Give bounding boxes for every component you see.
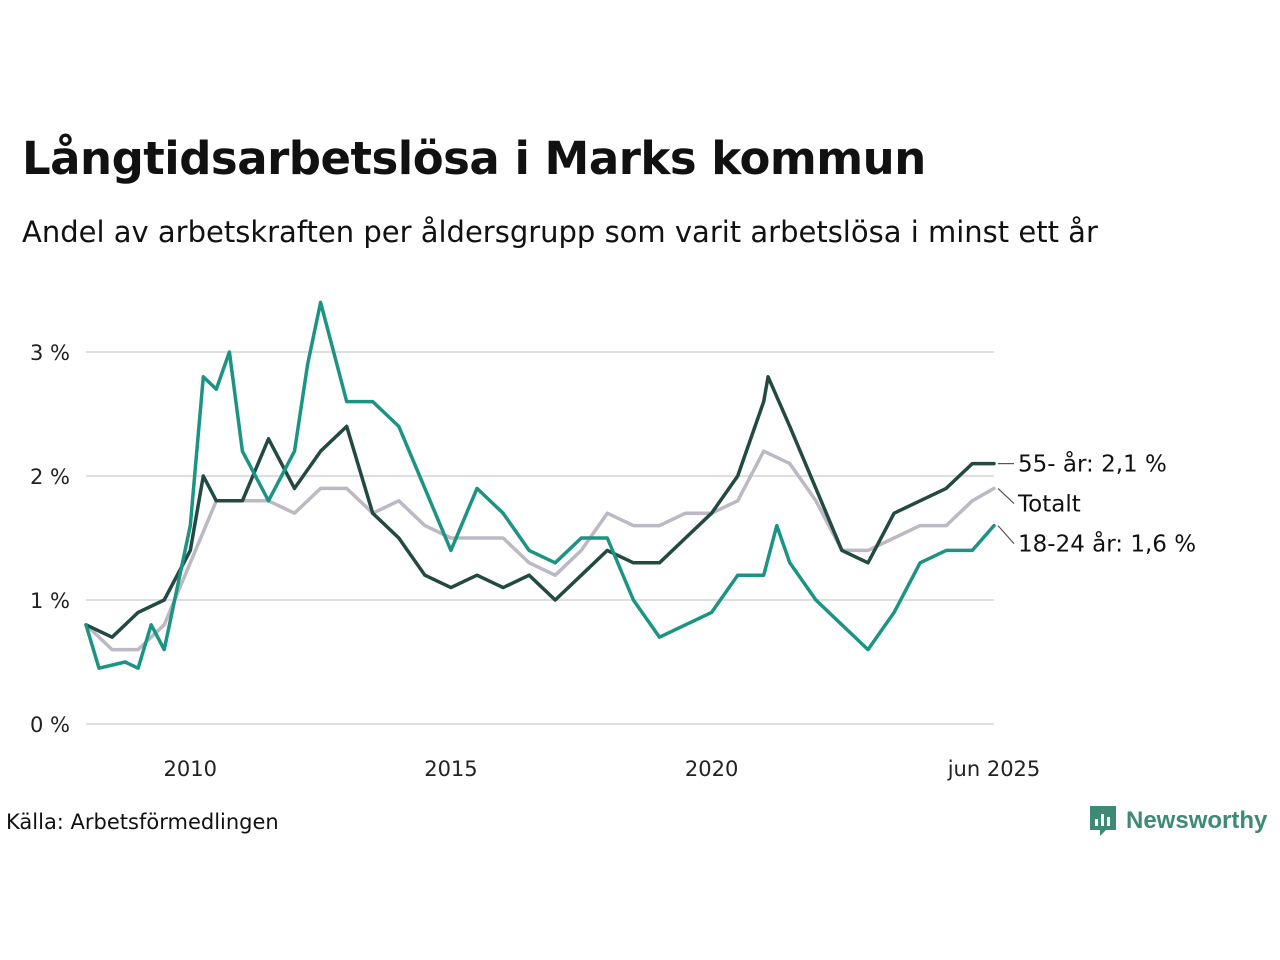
x-axis-ticks: 2010 2015 2020 jun 2025 — [164, 757, 1041, 781]
y-tick-label: 1 % — [30, 589, 70, 613]
series-line-55-r — [84, 375, 996, 639]
chart-subtitle: Andel av arbetskraften per åldersgrupp s… — [22, 215, 1098, 249]
x-tick-label: jun 2025 — [947, 757, 1041, 781]
x-tick-label: 2020 — [685, 757, 738, 781]
y-tick-label: 0 % — [30, 713, 70, 737]
series-line-18-24-r — [84, 300, 996, 670]
series-label-18-24-r: 18-24 år: 1,6 % — [1018, 530, 1196, 558]
source-note: Källa: Arbetsförmedlingen — [6, 810, 279, 834]
brand-logo: Newsworthy — [1088, 804, 1267, 838]
label-connector — [997, 525, 1015, 544]
y-axis-ticks: 0 % 1 % 2 % 3 % — [30, 341, 70, 737]
newsworthy-logo-icon — [1090, 806, 1116, 836]
brand-name: Newsworthy — [1126, 807, 1268, 834]
series-label-totalt: Totalt — [1017, 492, 1081, 518]
label-connector — [997, 487, 1015, 505]
series-label-55-r: 55- år: 2,1 % — [1018, 450, 1167, 478]
x-tick-label: 2010 — [164, 757, 217, 781]
series-lines — [84, 300, 996, 670]
series-end-labels: 55- år: 2,1 % Totalt 18-24 år: 1,6 % — [997, 450, 1196, 558]
y-tick-label: 3 % — [30, 341, 70, 365]
y-tick-label: 2 % — [30, 465, 70, 489]
series-line-totalt — [84, 449, 996, 652]
chart-title: Långtidsarbetslösa i Marks kommun — [22, 132, 926, 185]
x-tick-label: 2015 — [424, 757, 477, 781]
grid-lines — [86, 351, 994, 725]
